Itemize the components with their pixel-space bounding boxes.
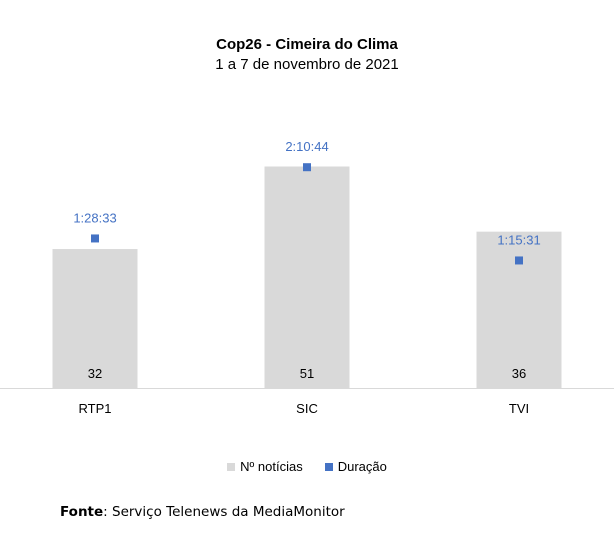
legend-label-duration: Duração <box>337 459 387 474</box>
source-label: Fonte <box>60 504 104 520</box>
legend-swatch-marker <box>324 462 333 471</box>
source-note: Fonte: Serviço Telenews da MediaMonitor <box>60 504 345 520</box>
bar-rtp1 <box>52 249 138 388</box>
legend-item-duration: Duração <box>324 459 387 474</box>
duration-marker-tvi <box>515 256 523 265</box>
chart-legend: Nº notícias Duração <box>0 459 614 474</box>
x-tick-label: RTP1 <box>79 401 112 416</box>
duration-label: 1:28:33 <box>73 210 116 225</box>
legend-swatch-bar <box>227 462 236 471</box>
chart-plot: 32 RTP1 1:28:33 51 SIC 2:10:44 36 TVI 1:15:31 <box>0 139 614 416</box>
bar-tvi <box>476 231 562 388</box>
duration-marker-rtp1 <box>91 234 99 243</box>
bar-value-label: 32 <box>88 366 102 381</box>
bar-sic <box>264 166 350 388</box>
legend-label-news: Nº notícias <box>240 459 303 474</box>
x-tick-label: TVI <box>509 401 529 416</box>
legend-item-news: Nº notícias <box>227 459 303 474</box>
chart-title: Cop26 - Cimeira do Clima <box>216 36 398 53</box>
chart-subtitle: 1 a 7 de novembro de 2021 <box>215 56 399 73</box>
bar-value-label: 36 <box>512 366 526 381</box>
duration-marker-sic <box>303 163 311 172</box>
duration-label: 1:15:31 <box>497 232 540 247</box>
source-text: : Serviço Telenews da MediaMonitor <box>103 504 345 520</box>
bar-value-label: 51 <box>300 366 314 381</box>
x-tick-label: SIC <box>296 401 318 416</box>
duration-label: 2:10:44 <box>285 139 328 154</box>
